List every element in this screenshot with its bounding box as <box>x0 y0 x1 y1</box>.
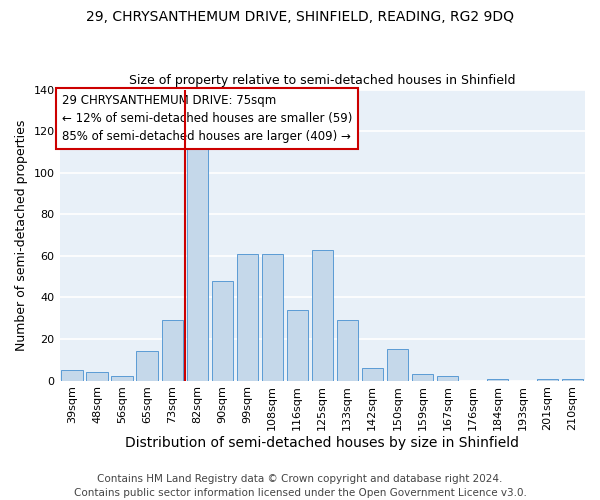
Bar <box>136 352 158 380</box>
Bar <box>287 310 308 380</box>
Y-axis label: Number of semi-detached properties: Number of semi-detached properties <box>15 120 28 351</box>
Text: 29 CHRYSANTHEMUM DRIVE: 75sqm
← 12% of semi-detached houses are smaller (59)
85%: 29 CHRYSANTHEMUM DRIVE: 75sqm ← 12% of s… <box>62 94 353 143</box>
Bar <box>212 281 233 380</box>
Bar <box>236 254 258 380</box>
Bar <box>187 142 208 380</box>
Bar <box>112 376 133 380</box>
Bar <box>487 378 508 380</box>
Text: Contains HM Land Registry data © Crown copyright and database right 2024.
Contai: Contains HM Land Registry data © Crown c… <box>74 474 526 498</box>
Bar <box>262 254 283 380</box>
Bar <box>311 250 333 380</box>
Bar <box>412 374 433 380</box>
Bar <box>61 370 83 380</box>
Bar <box>161 320 183 380</box>
X-axis label: Distribution of semi-detached houses by size in Shinfield: Distribution of semi-detached houses by … <box>125 436 519 450</box>
Bar <box>86 372 108 380</box>
Bar <box>387 350 408 380</box>
Bar <box>437 376 458 380</box>
Bar <box>562 378 583 380</box>
Title: Size of property relative to semi-detached houses in Shinfield: Size of property relative to semi-detach… <box>129 74 515 87</box>
Bar <box>537 378 558 380</box>
Text: 29, CHRYSANTHEMUM DRIVE, SHINFIELD, READING, RG2 9DQ: 29, CHRYSANTHEMUM DRIVE, SHINFIELD, READ… <box>86 10 514 24</box>
Bar <box>337 320 358 380</box>
Bar <box>362 368 383 380</box>
